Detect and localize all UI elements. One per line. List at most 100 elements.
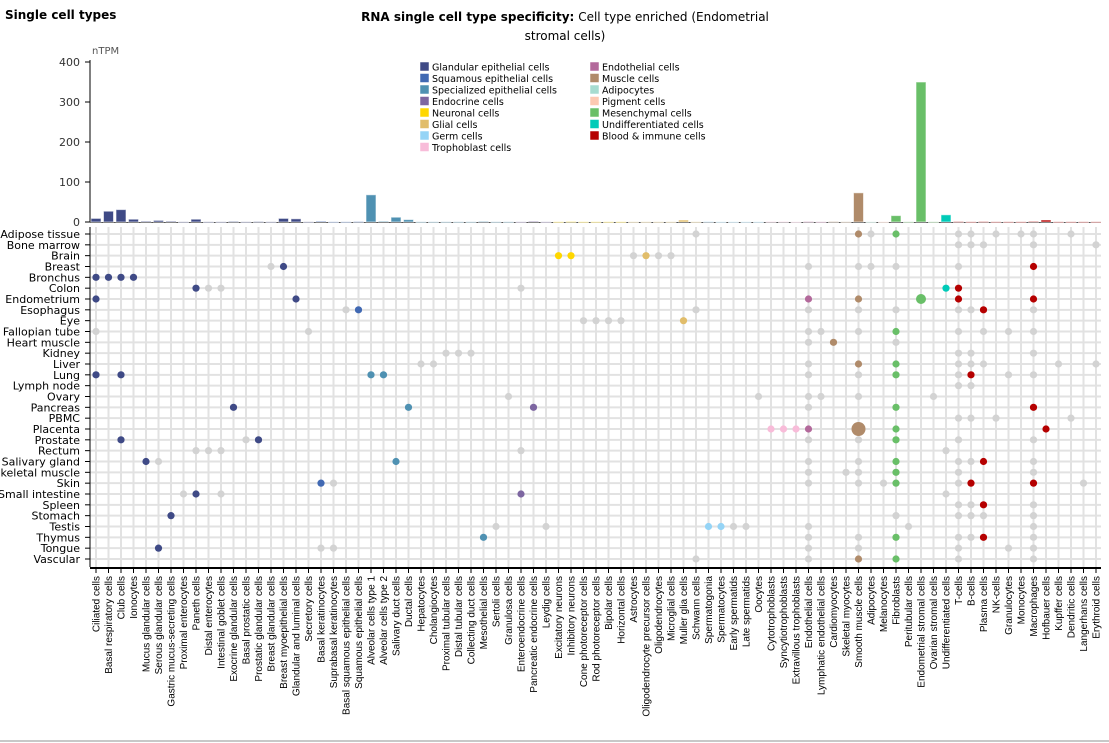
dot-other xyxy=(892,338,900,346)
bar xyxy=(1053,221,1064,224)
y-tick-label: 400 xyxy=(59,56,80,69)
dot-other xyxy=(304,327,313,336)
bar xyxy=(440,221,452,224)
dot-other xyxy=(929,392,938,401)
bar xyxy=(965,221,977,224)
tissue-label: Tongue xyxy=(40,542,81,555)
bar xyxy=(290,218,302,223)
tissue-row-dots xyxy=(767,421,1050,436)
bar xyxy=(853,192,864,223)
tissue-row-dots xyxy=(492,522,1038,531)
tissue-label: Colon xyxy=(49,282,80,295)
x-tick-label: Muller glia cells xyxy=(679,576,690,644)
tissue-label: Ovary xyxy=(47,390,80,403)
x-tick-label: Spermatogonia xyxy=(704,576,715,644)
x-tick-label: Gastric mucus-secreting cells xyxy=(167,576,178,707)
dot-enriched xyxy=(167,512,175,520)
dot-other xyxy=(1029,501,1038,509)
bar xyxy=(715,221,727,224)
x-tick-label: Granulocytes xyxy=(1004,576,1015,635)
x-tick-label: Basal respiratory cells xyxy=(104,576,115,674)
bar xyxy=(428,221,439,224)
tissue-row-dots xyxy=(579,317,688,325)
bar xyxy=(740,221,752,224)
dot-other xyxy=(267,262,275,271)
dot-enriched xyxy=(892,425,900,433)
bar xyxy=(315,220,327,223)
x-tick-label: Ovarian stromal cells xyxy=(929,576,940,669)
dot-enriched xyxy=(854,230,863,238)
bar xyxy=(890,215,902,223)
x-tick-label: Cardiomyocytes xyxy=(829,576,840,648)
bar xyxy=(928,221,939,224)
legend-swatch xyxy=(589,130,600,141)
dot-other xyxy=(1092,241,1100,249)
bar xyxy=(1065,221,1077,224)
bar xyxy=(953,221,964,223)
bar xyxy=(1028,220,1039,223)
legend-label: Glial cells xyxy=(432,120,477,131)
dot-other xyxy=(967,533,975,541)
x-tick-label: Syncytiotrophoblasts xyxy=(779,576,790,668)
legend-label: Endothelial cells xyxy=(602,63,680,74)
chart-title-bold: RNA single cell type specificity: xyxy=(361,10,575,24)
bar xyxy=(140,220,152,223)
dot-other xyxy=(954,457,963,466)
bar xyxy=(153,219,164,223)
bar xyxy=(565,221,577,223)
dot-enriched xyxy=(979,533,988,541)
x-tick-label: Plasma cells xyxy=(979,576,990,632)
y-tick-label: 100 xyxy=(59,176,80,189)
bar xyxy=(453,221,464,224)
tissue-label: Prostate xyxy=(35,434,81,447)
tissue-label: Bronchus xyxy=(29,271,81,284)
tissue-label: Skeletal muscle xyxy=(0,466,80,479)
dot-other xyxy=(954,436,963,444)
dot-enriched xyxy=(92,295,100,303)
dot-enriched xyxy=(967,371,975,379)
bar xyxy=(778,221,789,223)
bar xyxy=(878,221,889,224)
dot-enriched xyxy=(192,284,200,292)
dot-other xyxy=(1029,512,1038,520)
bar xyxy=(515,221,527,224)
dot-other xyxy=(804,327,813,336)
dot-enriched xyxy=(892,457,900,466)
dot-enriched xyxy=(979,306,988,314)
dot-other xyxy=(154,457,163,466)
dot-enriched xyxy=(892,468,900,476)
dot-other xyxy=(804,544,813,552)
bar xyxy=(115,209,127,223)
x-tick-label: Club cells xyxy=(117,576,128,619)
legend-label: Trophoblast cells xyxy=(431,143,511,154)
dot-other xyxy=(804,457,813,466)
tissue-label: Endometrium xyxy=(5,293,80,306)
x-tick-label: Cytotrophoblasts xyxy=(767,576,778,651)
dot-other xyxy=(804,468,813,476)
x-tick-label: Spermatocytes xyxy=(717,576,728,643)
dot-enriched xyxy=(379,371,388,379)
x-tick-label: Excitatory neurons xyxy=(554,576,565,659)
dot-enriched xyxy=(92,273,100,281)
dot-other xyxy=(617,317,625,325)
bar xyxy=(228,220,239,223)
dot-other xyxy=(979,241,988,249)
dot-other xyxy=(967,512,975,520)
dot-enriched xyxy=(792,425,800,433)
tissue-row-dots xyxy=(804,338,900,346)
tissue-label: Kidney xyxy=(42,347,80,360)
bar xyxy=(365,194,377,223)
tissue-row-dots xyxy=(267,262,1038,271)
dot-enriched xyxy=(367,371,375,379)
tissue-label: Pancreas xyxy=(31,401,81,414)
x-tick-label: Horizontal cells xyxy=(617,576,628,644)
x-tick-label: T-cells xyxy=(954,576,965,605)
x-tick-label: Proximal tubular cells xyxy=(442,576,453,671)
bar xyxy=(240,221,252,224)
x-tick-label: Alveolar cells type 1 xyxy=(367,576,378,665)
dot-enriched xyxy=(392,457,400,466)
dot-other xyxy=(492,522,500,531)
dot-other xyxy=(967,457,975,466)
bar xyxy=(390,216,402,223)
dot-enriched xyxy=(942,284,950,292)
